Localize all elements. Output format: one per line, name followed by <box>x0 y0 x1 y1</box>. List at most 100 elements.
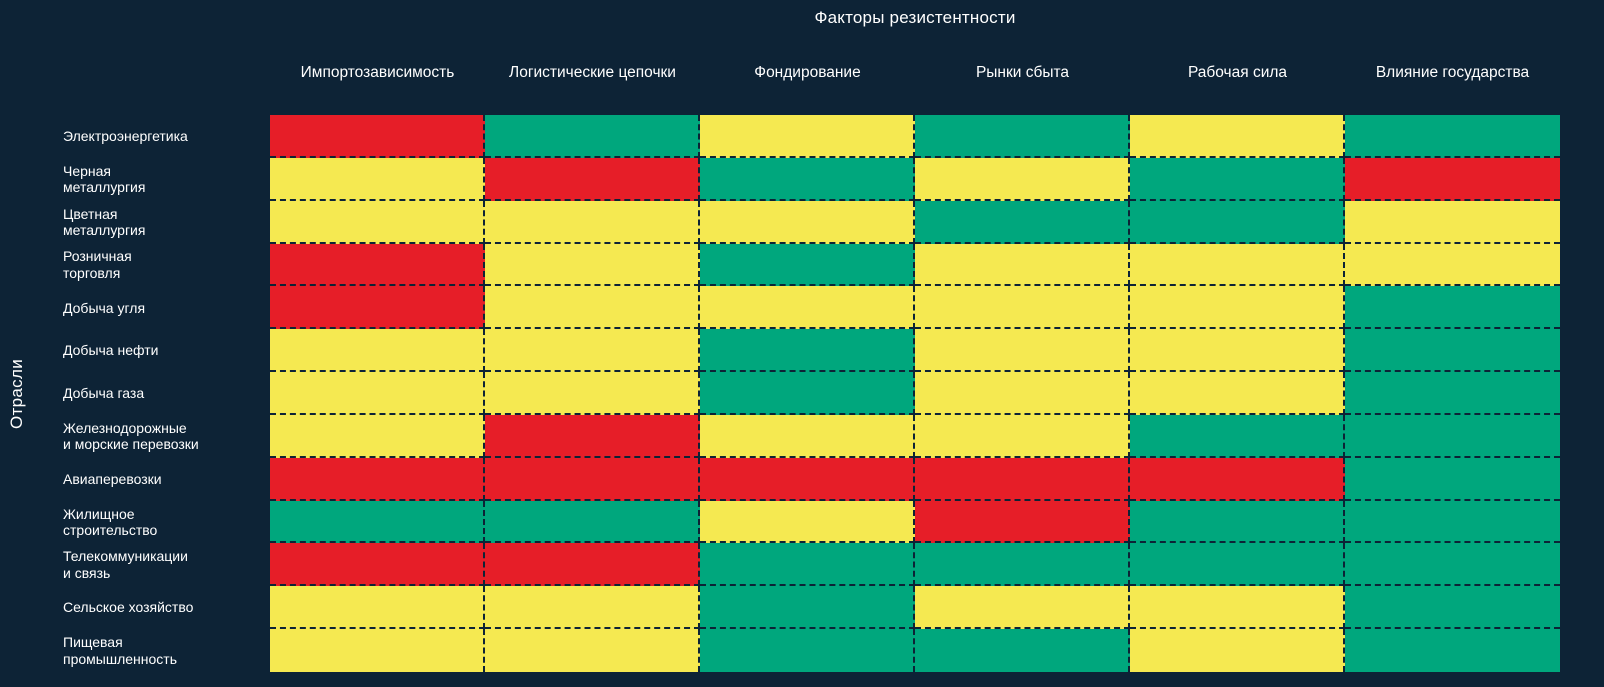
row-label: Добыча угля <box>63 299 146 316</box>
heatmap-cell <box>485 200 700 244</box>
heatmap-cell <box>1345 543 1560 587</box>
heatmap-cell <box>700 286 915 330</box>
heatmap-cell <box>1345 329 1560 373</box>
heatmap-cell <box>915 200 1130 244</box>
heatmap-cell <box>1130 543 1345 587</box>
heatmap-cell <box>485 586 700 630</box>
heatmap-cell <box>1130 414 1345 458</box>
heatmap-cell <box>270 329 485 373</box>
heatmap-cell <box>485 372 700 415</box>
row-label: Жилищное строительство <box>63 505 158 539</box>
heatmap-cell <box>270 286 485 330</box>
heatmap-cell <box>700 157 915 201</box>
heatmap-cell <box>1130 457 1345 501</box>
heatmap-cell <box>270 372 485 415</box>
heatmap-cell <box>915 115 1130 158</box>
column-header: Рабочая сила <box>1187 64 1288 81</box>
heatmap-cell <box>1345 414 1560 458</box>
heatmap-cell <box>1345 286 1560 330</box>
heatmap-cell <box>700 629 915 672</box>
heatmap-cell <box>1130 629 1345 672</box>
column-header: Влияние государства <box>1375 64 1530 81</box>
heatmap-cell <box>485 414 700 458</box>
heatmap-cell <box>1130 286 1345 330</box>
heatmap-cell <box>485 543 700 587</box>
heatmap-cell <box>1345 629 1560 672</box>
row-label: Железнодорожные и морские перевозки <box>63 419 199 453</box>
heatmap-cell <box>270 543 485 587</box>
heatmap-cell <box>700 586 915 630</box>
heatmap-cell <box>1345 157 1560 201</box>
heatmap-cell <box>915 157 1130 201</box>
heatmap-cell <box>1345 372 1560 415</box>
row-label: Электроэнергетика <box>63 128 188 145</box>
column-header: Импортозависимость <box>300 64 455 81</box>
heatmap-cell <box>270 629 485 672</box>
heatmap-grid <box>270 115 1560 672</box>
row-label: Добыча газа <box>63 385 145 402</box>
row-label: Розничная торговля <box>63 248 132 281</box>
chart-title: Факторы резистентности <box>814 8 1016 27</box>
heatmap-cell <box>1130 200 1345 244</box>
column-header: Рынки сбыта <box>975 64 1070 81</box>
heatmap-cell <box>1345 457 1560 501</box>
heatmap-cell <box>700 200 915 244</box>
heatmap-cell <box>270 200 485 244</box>
heatmap-cell <box>1345 200 1560 244</box>
heatmap-cell <box>485 243 700 287</box>
heatmap-cell <box>1345 586 1560 630</box>
heatmap-cell <box>700 372 915 415</box>
heatmap-cell <box>915 329 1130 373</box>
heatmap-cell <box>485 457 700 501</box>
heatmap-cell <box>270 414 485 458</box>
heatmap-cell <box>700 414 915 458</box>
heatmap-cell <box>485 500 700 544</box>
heatmap-cell <box>485 629 700 672</box>
heatmap-cell <box>915 457 1130 501</box>
heatmap-cell <box>1130 115 1345 158</box>
heatmap-cell <box>700 457 915 501</box>
heatmap-cell <box>270 500 485 544</box>
heatmap-cell <box>915 243 1130 287</box>
heatmap-cell <box>1345 500 1560 544</box>
heatmap-cell <box>1345 115 1560 158</box>
heatmap-cell <box>485 115 700 158</box>
heatmap-cell <box>485 329 700 373</box>
heatmap-cell <box>700 329 915 373</box>
heatmap-cell <box>270 157 485 201</box>
heatmap-cell <box>1345 243 1560 287</box>
heatmap-cell <box>915 543 1130 587</box>
row-label: Телекоммуникации и связь <box>63 548 188 581</box>
heatmap-cell <box>1130 243 1345 287</box>
heatmap-cell <box>1130 500 1345 544</box>
row-label: Черная металлургия <box>63 162 146 196</box>
heatmap-cell <box>915 286 1130 330</box>
heatmap-cell <box>700 543 915 587</box>
heatmap-cell <box>915 586 1130 630</box>
y-axis-label: Отрасли <box>0 115 34 672</box>
column-headers: Импортозависимость Логистические цепочки Ф… <box>270 64 1560 81</box>
row-label: Добыча нефти <box>63 342 159 359</box>
heatmap-cell <box>270 457 485 501</box>
heatmap-cell <box>700 115 915 158</box>
y-axis-label-text: Отрасли <box>7 358 26 429</box>
row-label: Сельское хозяйство <box>63 599 194 616</box>
heatmap-cell <box>700 243 915 287</box>
heatmap-cell <box>485 157 700 201</box>
row-label: Пищевая промышленность <box>63 634 177 667</box>
heatmap-cell <box>915 629 1130 672</box>
heatmap-cell <box>915 500 1130 544</box>
row-labels: Электроэнергетика Черная металлургия Цветн… <box>63 115 268 672</box>
heatmap-cell <box>270 243 485 287</box>
heatmap-cell <box>270 115 485 158</box>
heatmap-cell <box>1130 157 1345 201</box>
row-label: Цветная металлургия <box>63 205 146 239</box>
heatmap-cell <box>1130 372 1345 415</box>
heatmap-cell <box>700 500 915 544</box>
heatmap-cell <box>270 586 485 630</box>
heatmap-cell <box>915 414 1130 458</box>
heatmap-cell <box>1130 586 1345 630</box>
column-header: Логистические цепочки <box>509 64 676 81</box>
row-label: Авиаперевозки <box>63 470 162 487</box>
